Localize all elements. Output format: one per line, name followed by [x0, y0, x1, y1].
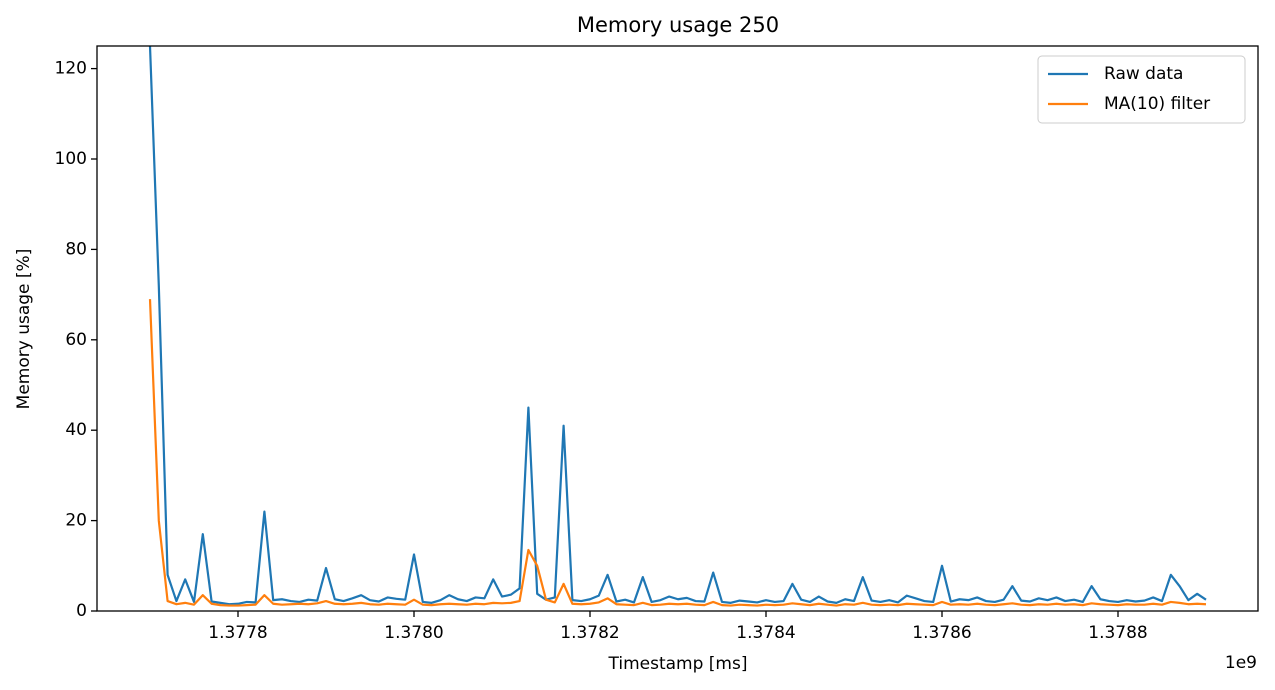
series-line [148, 299, 1207, 607]
y-tick-label: 80 [65, 239, 87, 259]
y-axis-label: Memory usage [%] [14, 249, 34, 410]
y-tick-label: 60 [65, 330, 87, 350]
x-tick-label: 1.3780 [384, 623, 443, 643]
y-tick-label: 20 [65, 511, 87, 531]
plot-area [148, 46, 1207, 607]
x-axis-label: Timestamp [ms] [608, 654, 748, 674]
series-line [148, 46, 1207, 606]
legend-box [1037, 55, 1246, 124]
y-tick-label: 40 [65, 420, 87, 440]
chart-title: Memory usage 250 [577, 13, 779, 37]
legend-label: Raw data [1104, 64, 1183, 84]
x-offset-label: 1e9 [1225, 653, 1257, 673]
y-tick-label: 0 [76, 601, 87, 621]
x-tick-label: 1.3784 [736, 623, 795, 643]
x-tick-label: 1.3788 [1088, 623, 1147, 643]
x-tick-label: 1.3778 [208, 623, 267, 643]
x-tick-label: 1.3786 [912, 623, 971, 643]
plot-frame [96, 45, 1259, 612]
y-tick-label: 100 [55, 149, 87, 169]
legend-label: MA(10) filter [1104, 94, 1210, 114]
y-tick-label: 120 [55, 59, 87, 79]
x-tick-label: 1.3782 [560, 623, 619, 643]
